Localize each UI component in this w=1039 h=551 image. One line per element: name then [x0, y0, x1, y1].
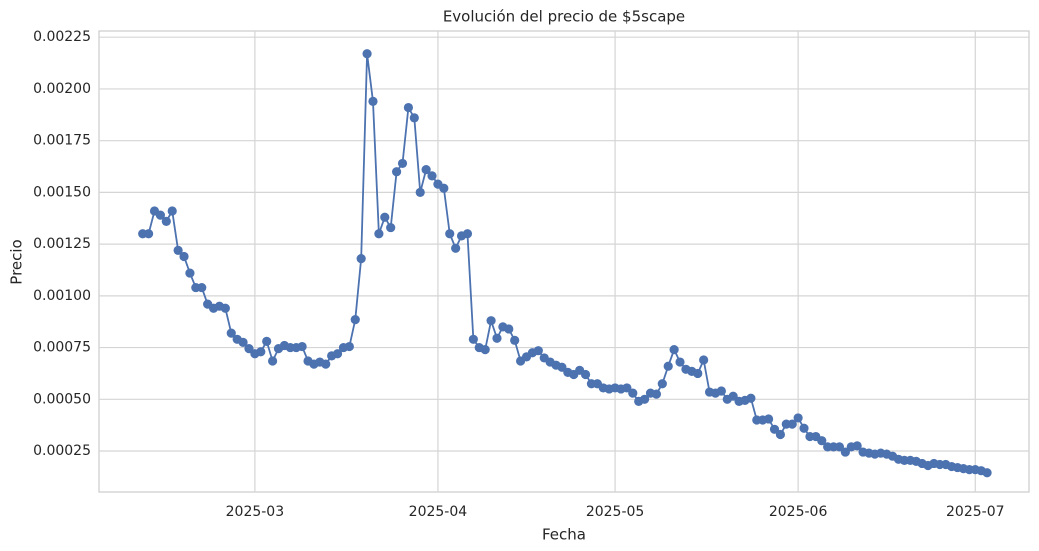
x-tick-label: 2025-06	[769, 504, 828, 520]
price-point	[397, 158, 408, 169]
price-point	[799, 423, 809, 433]
price-point	[403, 102, 414, 113]
price-point	[462, 229, 473, 239]
x-tick-label: 2025-05	[586, 504, 645, 520]
y-tick-label: 0.00050	[33, 391, 91, 407]
price-point	[409, 113, 419, 123]
price-point	[244, 344, 254, 354]
price-point	[238, 337, 248, 348]
grid: 0.00025 0.00050 0.00075 0.00100 0.00125 0.001…	[33, 29, 1029, 520]
price-point	[262, 336, 272, 346]
price-point	[321, 359, 331, 369]
price-point	[374, 229, 384, 239]
price-point	[185, 268, 195, 278]
price-point	[628, 388, 638, 398]
y-tick-label: 0.00175	[33, 133, 91, 149]
price-point	[155, 210, 166, 220]
price-point	[533, 346, 543, 356]
y-tick-label: 0.00200	[33, 81, 91, 97]
price-point	[392, 167, 402, 177]
price-point	[167, 206, 177, 216]
price-point	[982, 468, 992, 478]
price-point	[380, 212, 390, 222]
price-point	[728, 391, 738, 401]
price-point	[793, 413, 803, 423]
price-point	[787, 419, 797, 429]
price-point	[510, 335, 520, 345]
price-point	[817, 436, 827, 446]
price-point	[663, 361, 673, 371]
price-point	[716, 386, 726, 396]
price-point	[451, 243, 461, 253]
price-point	[220, 303, 230, 313]
y-tick-label: 0.00025	[33, 443, 91, 459]
y-tick-label: 0.00100	[33, 288, 91, 304]
y-tick-label: 0.00225	[33, 29, 91, 45]
price-point	[840, 447, 850, 457]
price-point	[356, 254, 366, 264]
price-point	[480, 345, 490, 355]
price-point	[775, 429, 786, 440]
y-tick-label: 0.00150	[33, 184, 91, 200]
price-point	[486, 316, 496, 326]
x-tick-label: 2025-04	[409, 504, 468, 520]
price-point	[344, 341, 354, 352]
y-tick-label: 0.00075	[33, 340, 91, 356]
x-axis-label: Fecha	[542, 526, 586, 544]
price-point	[468, 334, 478, 344]
price-point	[332, 349, 343, 359]
price-point	[675, 357, 685, 367]
price-point	[179, 251, 189, 262]
price-point	[362, 49, 372, 59]
price-point	[144, 229, 154, 239]
price-point	[764, 414, 774, 424]
price-point	[256, 347, 266, 357]
price-point	[386, 222, 396, 233]
y-axis-label: Precio	[8, 239, 26, 284]
price-point	[415, 187, 425, 197]
price-point	[350, 315, 360, 325]
price-point	[693, 368, 703, 379]
price-point	[173, 245, 183, 255]
price-point	[834, 442, 845, 452]
chart-title: Evolución del precio de $5scape	[443, 8, 685, 26]
price-point	[445, 229, 455, 239]
price-point	[297, 341, 307, 352]
price-point	[492, 333, 502, 343]
price-point	[439, 183, 449, 193]
y-tick-label: 0.00125	[33, 236, 91, 252]
x-tick-label: 2025-03	[226, 504, 285, 520]
price-point	[746, 393, 756, 403]
price-point	[622, 383, 632, 393]
plot-frame	[98, 30, 1030, 493]
price-point	[769, 424, 780, 434]
price-point	[427, 171, 437, 181]
price-point	[268, 356, 278, 366]
price-point	[161, 216, 171, 226]
price-point	[640, 394, 650, 404]
price-point	[368, 96, 378, 106]
price-point	[580, 369, 591, 380]
price-point	[657, 379, 667, 389]
price-point	[699, 355, 709, 365]
x-tick-label: 2025-07	[946, 504, 1005, 520]
price-point	[651, 389, 662, 399]
price-point	[197, 282, 207, 293]
price-point	[669, 345, 679, 355]
price-point	[852, 441, 862, 451]
plot	[138, 49, 992, 478]
price-point	[421, 165, 431, 175]
price-point	[226, 328, 236, 338]
price-point	[504, 324, 514, 334]
price-point	[557, 362, 567, 372]
